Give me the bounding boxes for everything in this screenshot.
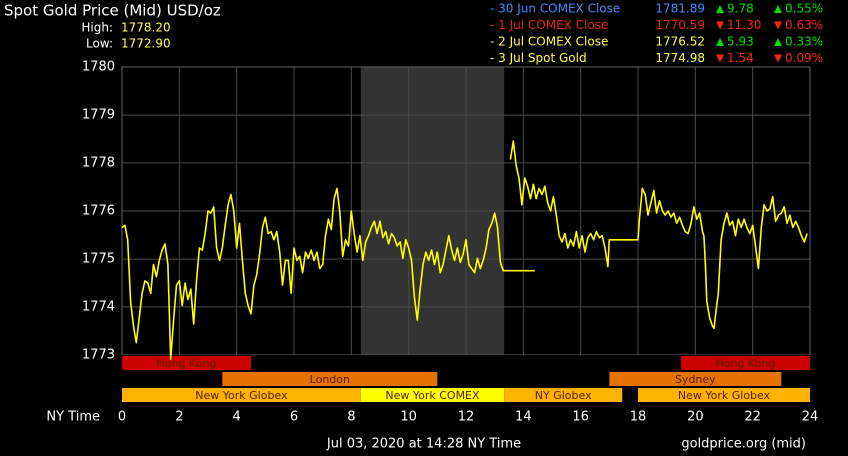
session-row: [122, 355, 810, 371]
price-line: [121, 140, 808, 360]
x-axis-label: NY Time: [46, 410, 100, 425]
y-tick-label: 1778: [82, 155, 115, 170]
x-tick-label: 18: [630, 410, 647, 425]
session-bar: [360, 388, 505, 402]
session-label: Hong Kong: [157, 357, 217, 370]
legend-change: 5.93: [727, 35, 754, 49]
legend-pct-arrow: [774, 21, 782, 30]
y-tick-label: 1779: [82, 108, 115, 123]
x-tick-label: 20: [687, 410, 704, 425]
x-tick-label: 14: [515, 410, 532, 425]
session-bar: [122, 388, 361, 402]
stat-label: High:: [81, 21, 113, 35]
chart-title: Spot Gold Price (Mid) USD/oz: [4, 2, 221, 20]
x-tick-label: 10: [400, 410, 417, 425]
session-label: New York Globex: [195, 389, 288, 402]
legend-change-pct: 0.55%: [785, 2, 823, 16]
y-tick-label: 1774: [82, 299, 115, 314]
y-tick-label: 1773: [82, 348, 115, 363]
x-tick-label: 0: [118, 410, 126, 425]
legend-price: 1781.89: [655, 2, 705, 16]
source: goldprice.org (mid): [681, 437, 806, 452]
legend-change: 11.30: [727, 18, 761, 32]
y-tick-label: 1780: [82, 60, 115, 75]
session-label: New York Globex: [678, 389, 771, 402]
legend-name: - 2 Jul COMEX Close: [490, 35, 608, 49]
legend-change-pct: 0.63%: [785, 18, 823, 32]
legend-name: - 1 Jul COMEX Close: [490, 18, 608, 32]
legend-pct-arrow: [774, 5, 782, 13]
legend-price: 1774.98: [655, 51, 705, 65]
x-tick-label: 2: [175, 410, 183, 425]
legend-name: - 30 Jun COMEX Close: [490, 2, 620, 16]
session-bar: [504, 388, 623, 402]
session-label: NY Globex: [535, 389, 592, 402]
stat-value: 1778.20: [121, 21, 171, 35]
y-tick-label: 1775: [82, 252, 115, 267]
legend-change-arrow: [716, 5, 724, 13]
x-tick-label: 22: [744, 410, 761, 425]
session-label: Hong Kong: [716, 357, 776, 370]
stat-value: 1772.90: [121, 37, 171, 51]
y-tick-label: 1776: [82, 204, 115, 219]
legend-price: 1770.59: [655, 18, 705, 32]
stat-label: Low:: [86, 37, 113, 51]
session-bar: [681, 356, 810, 370]
session-bar: [609, 372, 782, 386]
x-tick-label: 24: [802, 410, 819, 425]
x-tick-label: 4: [233, 410, 241, 425]
session-bar: [638, 388, 810, 402]
legend-price: 1776.52: [655, 35, 705, 49]
legend-change-arrow: [716, 38, 724, 46]
x-tick-label: 16: [572, 410, 589, 425]
legend-change-pct: 0.09%: [785, 51, 823, 65]
session-bar: [122, 356, 251, 370]
legend-change-arrow: [716, 54, 724, 63]
footer: Jul 03, 2020 at 14:28 NY Time: [326, 437, 521, 452]
session-label: London: [310, 373, 350, 386]
legend-pct-arrow: [774, 38, 782, 46]
x-tick-label: 12: [458, 410, 475, 425]
session-bar: [222, 372, 438, 386]
legend-change-pct: 0.33%: [785, 35, 823, 49]
legend-change-arrow: [716, 21, 724, 30]
x-tick-label: 8: [347, 410, 355, 425]
legend-change: 9.78: [727, 2, 754, 16]
legend-pct-arrow: [774, 54, 782, 63]
legend-change: 1.54: [727, 51, 754, 65]
session-label: New York COMEX: [385, 389, 480, 402]
legend-name: - 3 Jul Spot Gold: [490, 51, 587, 65]
x-tick-label: 6: [290, 410, 298, 425]
session-label: Sydney: [675, 373, 716, 386]
